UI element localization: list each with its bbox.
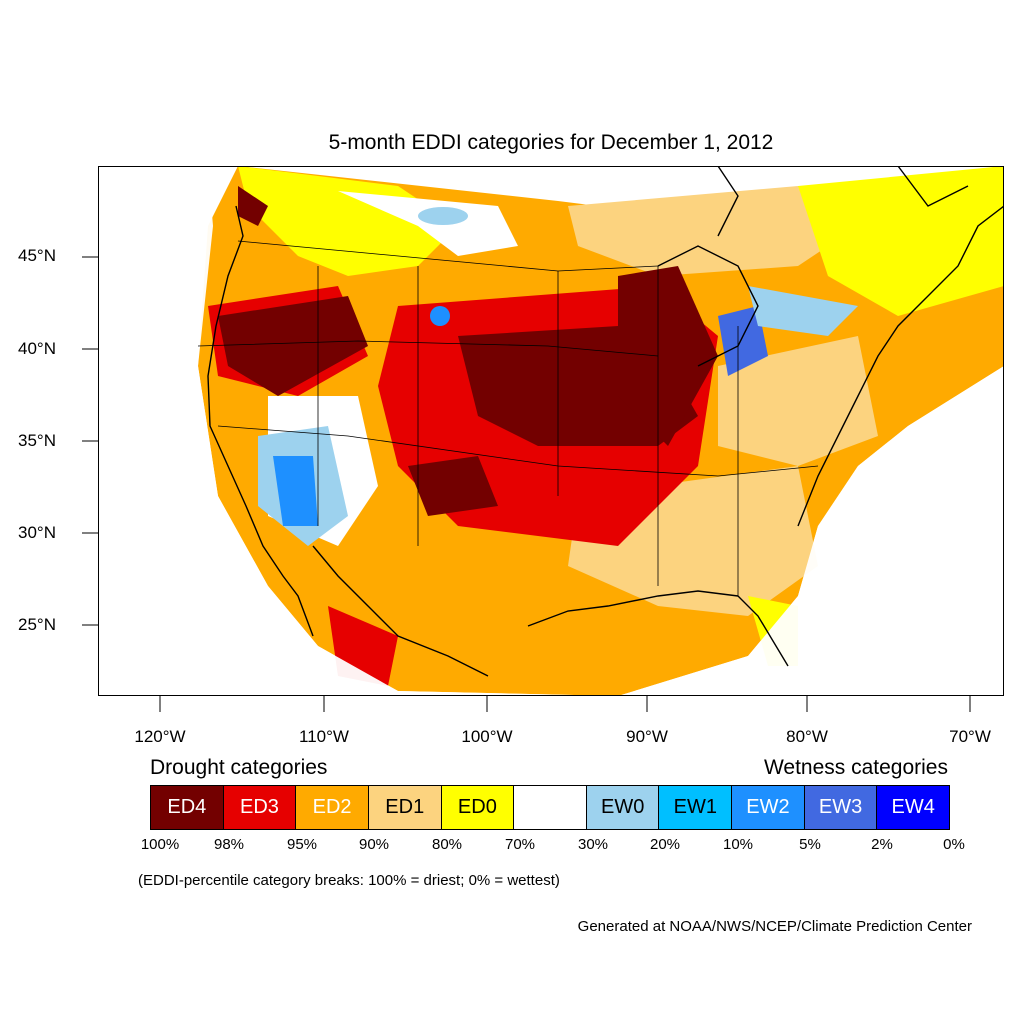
north-light [568, 186, 858, 276]
lon-label-80w: 80°W [786, 727, 828, 746]
state-borders [197, 240, 819, 596]
break-label: 30% [577, 836, 609, 853]
midwest-maroon [618, 266, 718, 446]
category-break-note: (EDDI-percentile category breaks: 100% =… [138, 872, 560, 889]
north-white [338, 191, 518, 256]
legend-cell-ew1: EW1 [659, 786, 733, 829]
lon-label-110w: 110°W [299, 727, 349, 746]
nw-maroon [238, 186, 268, 226]
map-frame [98, 166, 1004, 696]
break-label: 100% [140, 836, 180, 853]
lat-label-45n: 45°N [18, 246, 56, 265]
lat-label-40n: 40°N [18, 339, 56, 358]
legend-cell-ed1: ED1 [368, 786, 442, 829]
south-maroon [408, 456, 498, 516]
lon-label-90w: 90°W [626, 727, 668, 746]
north-ew0 [418, 207, 468, 225]
drought-categories-heading: Drought categories [150, 756, 328, 779]
credit-line: Generated at NOAA/NWS/NCEP/Climate Predi… [577, 918, 972, 935]
lat-label-30n: 30°N [18, 523, 56, 542]
break-label: 0% [943, 836, 965, 853]
break-label: 10% [722, 836, 754, 853]
sw-ew2 [273, 456, 318, 526]
lat-label-35n: 35°N [18, 431, 56, 450]
lon-label-70w: 70°W [949, 727, 991, 746]
west-maroon [218, 296, 368, 396]
break-label: 80% [431, 836, 463, 853]
legend-cell-ew0: EW0 [586, 786, 660, 829]
ocean-mask [98, 366, 1004, 696]
lat-label-25n: 25°N [18, 615, 56, 634]
legend-cell-neutral [514, 786, 587, 829]
break-label: 5% [799, 836, 821, 853]
break-label: 70% [504, 836, 536, 853]
map-data-layer [98, 166, 1004, 696]
break-label: 90% [358, 836, 390, 853]
map-title: 5-month EDDI categories for December 1, … [328, 131, 774, 154]
break-label: 98% [213, 836, 245, 853]
legend-cell-ed2: ED2 [296, 786, 369, 829]
coastlines [207, 166, 1004, 677]
legend-cell-ed4: ED4 [151, 786, 224, 829]
east-light [718, 336, 878, 466]
legend-cell-ew4: EW4 [877, 786, 950, 829]
pacific-mask [98, 166, 398, 696]
legend-cell-ed0: ED0 [441, 786, 515, 829]
ne-yellow [798, 166, 1004, 316]
lakes-ew3 [718, 306, 768, 376]
legend-colorbar: ED4 ED3 ED2 ED1 ED0 EW0 EW1 EW2 EW3 EW4 [150, 785, 950, 830]
wetness-categories-heading: Wetness categories [763, 756, 948, 779]
wy-ew2 [430, 306, 450, 326]
legend-cell-ew3: EW3 [804, 786, 878, 829]
lon-label-100w: 100°W [461, 727, 513, 746]
lon-label-120w: 120°W [134, 727, 186, 746]
break-label: 20% [649, 836, 681, 853]
legend-cell-ew2: EW2 [732, 786, 805, 829]
legend-cell-ed3: ED3 [223, 786, 297, 829]
break-label: 2% [871, 836, 893, 853]
north-band [238, 166, 458, 276]
break-label: 95% [286, 836, 318, 853]
ne-ew0 [748, 286, 858, 336]
